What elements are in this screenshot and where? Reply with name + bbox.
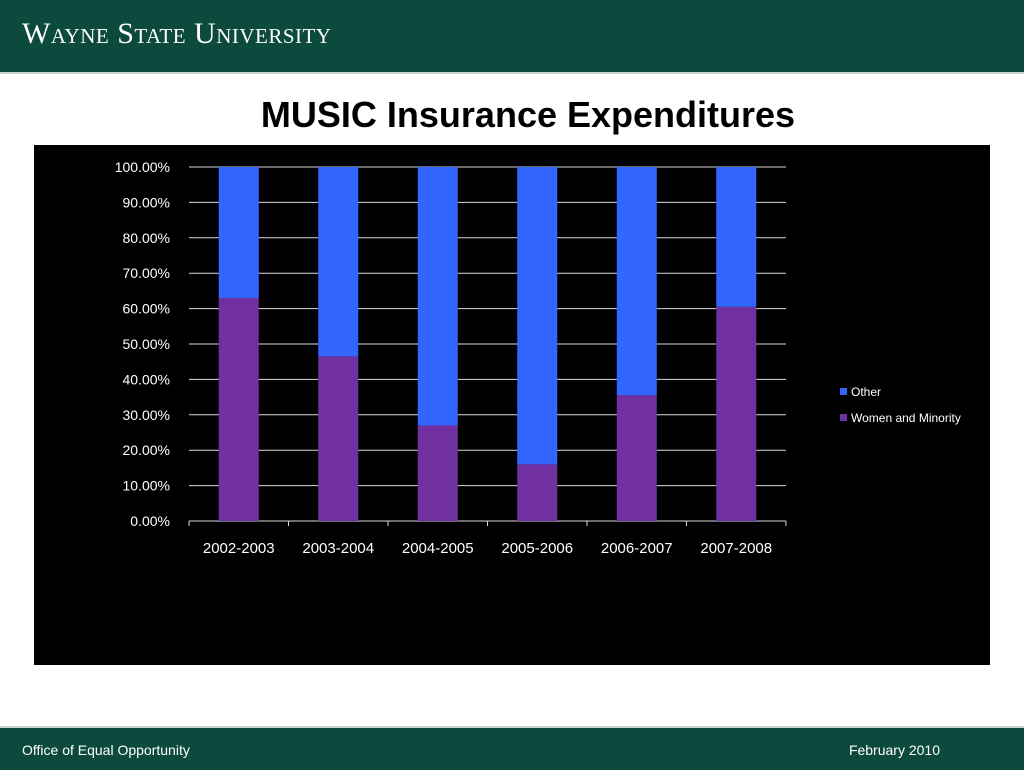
x-tick-label: 2006-2007	[601, 540, 673, 557]
bar-women-minority-2004-2005	[417, 425, 458, 521]
bar-other-2002-2003	[218, 167, 259, 298]
bar-other-2004-2005	[417, 167, 458, 426]
bar-women-minority-2003-2004	[318, 356, 359, 521]
chart-area: 0.00% 10.00% 20.00% 30.00% 40.00% 50.00% 60.00…	[34, 145, 990, 665]
university-logo: Wayne State University	[22, 17, 332, 50]
y-tick-label: 100.00%	[115, 159, 170, 175]
bar-other-2007-2008	[716, 167, 757, 307]
header-bar: Wayne State University	[0, 0, 1024, 74]
legend-label: Other	[851, 385, 881, 399]
bar-women-minority-2006-2007	[616, 395, 657, 521]
y-tick-label: 60.00%	[123, 301, 170, 317]
y-tick-label: 0.00%	[130, 513, 170, 529]
y-tick-label: 20.00%	[123, 442, 170, 458]
x-tick-label: 2004-2005	[402, 540, 474, 557]
bar-other-2003-2004	[318, 167, 359, 357]
bar-women-minority-2007-2008	[716, 306, 757, 521]
y-tick-label: 30.00%	[123, 407, 170, 423]
bar-other-2006-2007	[616, 167, 657, 396]
slide-title: MUSIC Insurance Expenditures	[260, 94, 796, 135]
y-tick-label: 10.00%	[123, 478, 170, 494]
footer-bar: Office of Equal Opportunity February 201…	[0, 726, 1024, 770]
y-tick-label: 50.00%	[123, 336, 170, 352]
footer-office: Office of Equal Opportunity	[22, 742, 190, 758]
bar-women-minority-2002-2003	[218, 297, 259, 521]
legend-swatch	[840, 388, 847, 395]
y-tick-label: 80.00%	[123, 230, 170, 246]
legend-label: Women and Minority	[851, 411, 961, 425]
y-tick-label: 70.00%	[123, 265, 170, 281]
stacked-bar-chart: 0.00% 10.00% 20.00% 30.00% 40.00% 50.00% 60.00…	[115, 159, 961, 557]
bar-women-minority-2005-2006	[517, 464, 558, 521]
bar-other-2005-2006	[517, 167, 558, 465]
x-tick-label: 2002-2003	[203, 540, 275, 557]
legend-swatch	[840, 414, 847, 421]
x-tick-label: 2007-2008	[700, 540, 772, 557]
footer-date: February 2010	[848, 742, 940, 758]
y-tick-label: 40.00%	[123, 371, 170, 387]
x-tick-label: 2003-2004	[302, 540, 374, 557]
y-tick-label: 90.00%	[123, 194, 170, 210]
x-tick-label: 2005-2006	[501, 540, 573, 557]
